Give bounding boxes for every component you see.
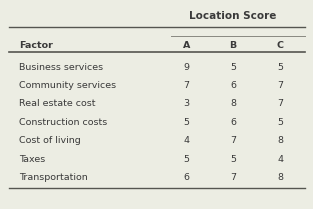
Text: 5: 5 (230, 63, 236, 72)
Text: Taxes: Taxes (19, 155, 45, 164)
Text: Factor: Factor (19, 41, 53, 50)
Text: 7: 7 (230, 136, 236, 145)
Text: 6: 6 (230, 81, 236, 90)
Text: Cost of living: Cost of living (19, 136, 80, 145)
Text: 8: 8 (277, 136, 283, 145)
Text: 5: 5 (183, 118, 189, 127)
Text: C: C (277, 41, 284, 50)
Text: 5: 5 (277, 63, 283, 72)
Text: Real estate cost: Real estate cost (19, 99, 95, 108)
Text: 7: 7 (183, 81, 189, 90)
Text: 6: 6 (230, 118, 236, 127)
Text: Community services: Community services (19, 81, 116, 90)
Text: 7: 7 (277, 81, 283, 90)
Text: 3: 3 (183, 99, 189, 108)
Text: 9: 9 (183, 63, 189, 72)
Text: Business services: Business services (19, 63, 103, 72)
Text: 7: 7 (277, 99, 283, 108)
Text: B: B (230, 41, 237, 50)
Text: Transportation: Transportation (19, 173, 88, 182)
Text: Location Score: Location Score (189, 11, 277, 22)
Text: 6: 6 (183, 173, 189, 182)
Text: 5: 5 (230, 155, 236, 164)
Text: 4: 4 (277, 155, 283, 164)
Text: 8: 8 (230, 99, 236, 108)
Text: 5: 5 (277, 118, 283, 127)
Text: 4: 4 (183, 136, 189, 145)
Text: 5: 5 (183, 155, 189, 164)
Text: Construction costs: Construction costs (19, 118, 107, 127)
Text: A: A (182, 41, 190, 50)
Text: 8: 8 (277, 173, 283, 182)
Text: 7: 7 (230, 173, 236, 182)
